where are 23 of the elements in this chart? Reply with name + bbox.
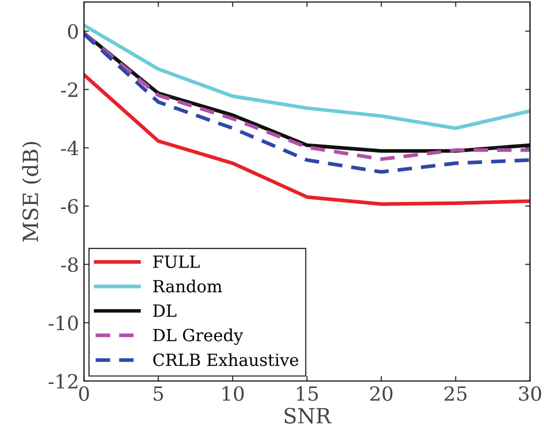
y-tick-label: -6	[61, 199, 78, 214]
y-tick-label: -4	[61, 140, 78, 156]
legend-label: DL	[153, 304, 176, 317]
y-tick-label: 0	[68, 24, 78, 39]
legend-label: Random	[153, 280, 222, 292]
y-tick-label: -12	[48, 374, 78, 388]
x-tick-label: 25	[444, 386, 467, 401]
x-axis-title: SNR	[284, 408, 332, 424]
x-tick-label: 20	[370, 386, 392, 401]
x-tick-label: 5	[154, 386, 164, 401]
y-tick-label: -10	[48, 316, 78, 330]
legend-label: FULL	[153, 256, 200, 268]
legend-label: CRLB Exhaustive	[153, 353, 298, 366]
x-tick-label: 0	[79, 386, 89, 401]
x-tick-label: 30	[519, 386, 542, 401]
y-tick-label: -8	[61, 257, 78, 272]
y-tick-label: -2	[61, 82, 78, 97]
y-axis-title: MSE (dB)	[22, 142, 42, 242]
x-tick-label: 10	[222, 386, 244, 401]
legend-label: DL Greedy	[153, 328, 244, 345]
x-tick-label: 15	[297, 386, 318, 401]
line-series	[84, 73, 530, 206]
line-series	[84, 24, 530, 130]
